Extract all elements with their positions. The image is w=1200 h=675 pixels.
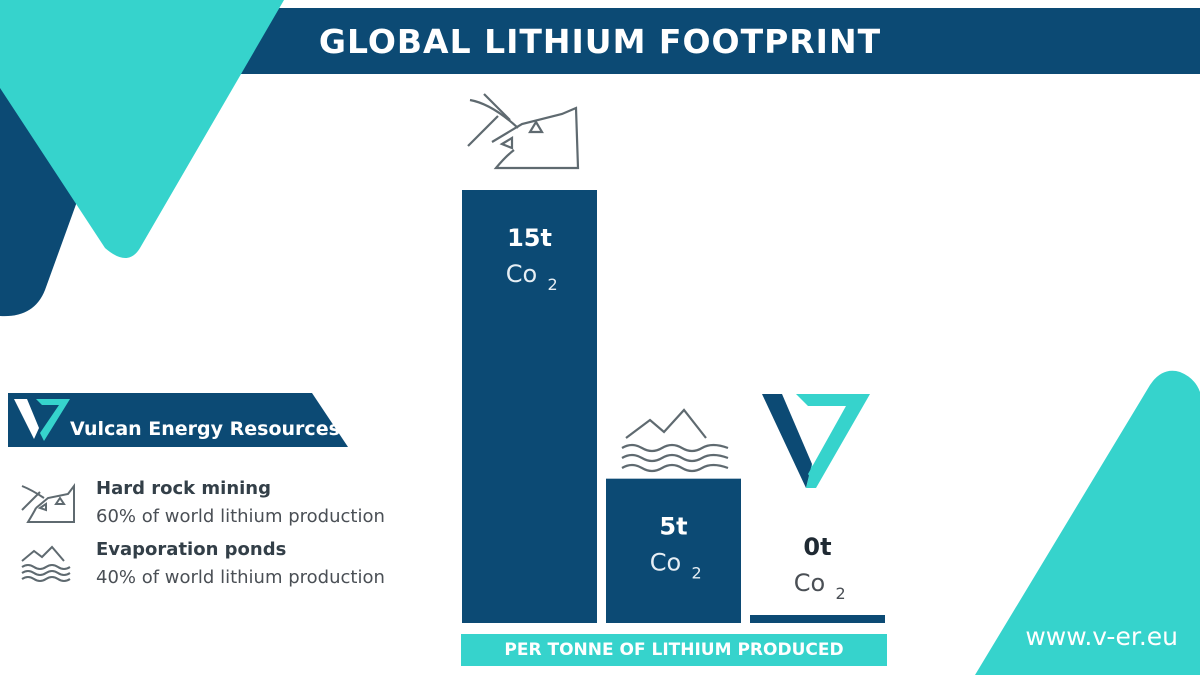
legend-desc: 60% of world lithium production — [96, 506, 385, 527]
website-link[interactable]: www.v-er.eu — [1025, 622, 1178, 651]
brand-name: Vulcan Energy Resources — [70, 418, 340, 440]
bar-unit-label: Co — [506, 260, 537, 288]
bar-1 — [462, 190, 597, 623]
bar-value-label: 0t — [803, 533, 831, 561]
bar-unit-label: Co — [650, 549, 681, 577]
bar-unit-subscript: 2 — [836, 584, 846, 603]
vulcan-logo-small-icon — [14, 399, 70, 441]
x-axis-label: PER TONNE OF LITHIUM PRODUCED — [461, 634, 887, 666]
vulcan-v-logo — [762, 394, 870, 488]
title-band — [240, 8, 1200, 74]
bar-value-label: 15t — [507, 224, 552, 252]
bar-3 — [750, 615, 885, 623]
corner-shape-teal — [0, 0, 284, 258]
waves-mountain-icon — [21, 545, 71, 582]
bar-unit-label: Co — [794, 569, 825, 597]
chart-title: GLOBAL LITHIUM FOOTPRINT — [318, 21, 882, 61]
waves-mountain-icon — [621, 408, 729, 473]
pickaxe-mountain-icon — [467, 93, 580, 170]
bar-unit-subscript: 2 — [548, 275, 558, 294]
legend-desc: 40% of world lithium production — [96, 567, 385, 588]
bar-unit-subscript: 2 — [692, 564, 702, 583]
bar-value-label: 5t — [659, 513, 687, 541]
legend-title: Evaporation ponds — [96, 539, 287, 560]
bar-2 — [606, 478, 741, 623]
title-bar: GLOBAL LITHIUM FOOTPRINT — [0, 8, 1200, 74]
brand-ribbon — [8, 393, 348, 447]
pickaxe-mountain-icon — [21, 483, 75, 523]
legend-title: Hard rock mining — [96, 478, 271, 499]
bars-group: 15t Co 2 5t Co 2 0t Co 2 — [462, 190, 885, 623]
corner-shape-teal-bottom — [975, 370, 1200, 675]
